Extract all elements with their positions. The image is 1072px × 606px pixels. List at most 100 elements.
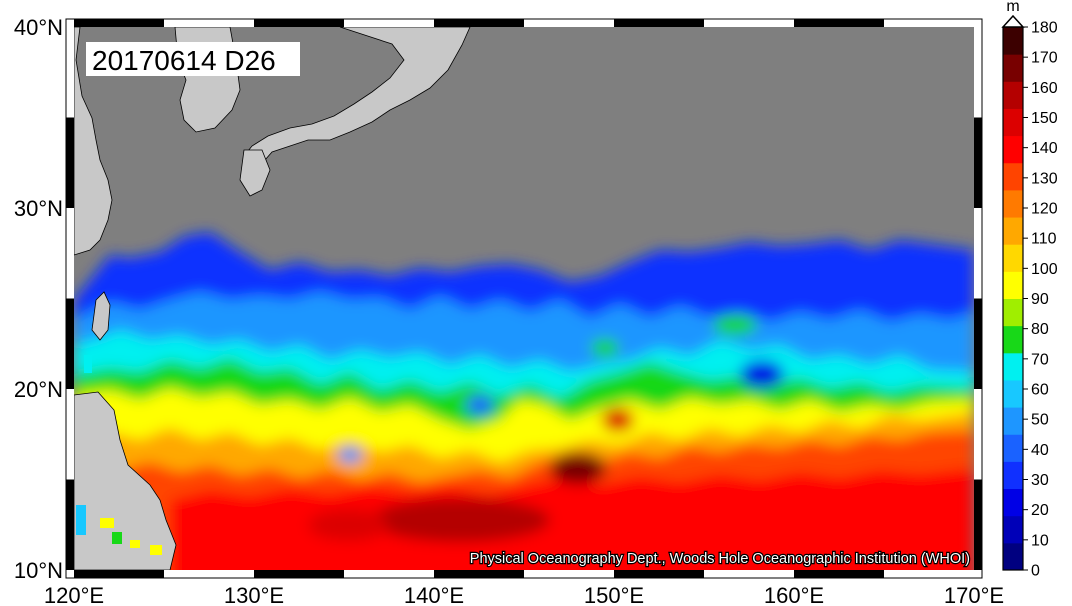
colorbar-tick-label: 160 <box>1031 80 1058 97</box>
colorbar-swatch <box>1003 81 1023 109</box>
frame-segment <box>164 570 254 578</box>
colorbar-tick-label: 60 <box>1031 382 1049 399</box>
colorbar-swatch <box>1003 461 1023 490</box>
lat-tick-label: 10°N <box>14 558 63 583</box>
colorbar-swatch <box>1003 108 1023 137</box>
lon-tick-label: 140°E <box>404 583 464 606</box>
frame-segment <box>164 19 254 27</box>
lon-tick-label: 130°E <box>224 583 284 606</box>
map-area <box>74 27 974 570</box>
kyushu <box>239 149 271 197</box>
yellow-patch <box>338 447 362 463</box>
deep-patch <box>370 498 550 542</box>
frame-segment <box>704 570 794 578</box>
frame-segment <box>74 19 164 27</box>
frame-segment <box>66 117 74 208</box>
colorbar-tick-label: 80 <box>1031 321 1049 338</box>
green-patch <box>713 315 757 335</box>
frame-segment <box>66 27 74 118</box>
colorbar-swatch <box>1003 298 1023 327</box>
frame-segment <box>254 19 344 27</box>
colorbar-tick-label: 70 <box>1031 351 1049 368</box>
map-frame <box>65 18 983 579</box>
lat-tick-label: 20°N <box>14 377 63 402</box>
depth-field <box>74 232 974 570</box>
colorbar-swatch <box>1003 244 1023 272</box>
frame-segment <box>974 389 982 480</box>
shallow-patch <box>466 395 494 415</box>
china-coast <box>74 27 113 256</box>
frame-segment <box>66 479 74 570</box>
colorbar-swatch <box>1003 515 1023 544</box>
colorbar-swatch <box>1003 407 1023 435</box>
colorbar-swatch <box>1003 54 1023 82</box>
colorbar-swatch <box>1003 352 1023 381</box>
lat-tick-label: 30°N <box>14 196 63 221</box>
colorbar-tick-label: 90 <box>1031 291 1049 308</box>
colorbar-tick-label: 140 <box>1031 140 1058 157</box>
colorbar-swatch <box>1003 189 1023 218</box>
deep-patch <box>308 509 388 541</box>
lon-tick-label: 170°E <box>944 583 1004 606</box>
colorbar-swatch <box>1003 434 1023 462</box>
lon-axis-labels: 120°E 130°E 140°E 150°E 160°E 170°E <box>44 583 1004 606</box>
colorbar-tick-label: 30 <box>1031 472 1049 489</box>
frame-segment <box>434 570 524 578</box>
frame-segment <box>704 19 794 27</box>
colorbar-tick-label: 120 <box>1031 201 1058 218</box>
band-150m <box>170 468 974 570</box>
date-label-box <box>86 42 300 76</box>
frame-outline <box>65 18 983 579</box>
lat-tick-label: 40°N <box>14 15 63 40</box>
colorbar-unit: m <box>1006 0 1019 15</box>
colorbar-tick-label: 130 <box>1031 170 1058 187</box>
colorbar-tick-label: 170 <box>1031 50 1058 67</box>
taiwan <box>91 291 111 341</box>
frame-segment <box>344 570 434 578</box>
lon-tick-label: 120°E <box>44 583 104 606</box>
frame-segment <box>974 27 982 118</box>
philippines <box>74 391 177 570</box>
colorbar-tick-label: 150 <box>1031 110 1058 127</box>
frame-segment <box>974 208 982 299</box>
colorbar-top-arrow <box>1001 14 1025 28</box>
lat-axis-labels: 40°N 30°N 20°N 10°N <box>14 15 63 583</box>
colorbar-tick-label: 180 <box>1031 20 1058 37</box>
frame-segment <box>524 570 614 578</box>
frame-segment <box>614 570 704 578</box>
deep-patch <box>602 408 634 432</box>
frame-segment <box>974 298 982 389</box>
frame-segment <box>434 19 524 27</box>
green-patch <box>591 339 619 357</box>
frame-segment <box>254 570 344 578</box>
frame-segment <box>974 479 982 570</box>
colorbar-swatch <box>1003 217 1023 245</box>
colorbar: 0 10 20 30 40 50 60 70 80 90 100 110 120 130 140 150 160… <box>1002 20 1058 580</box>
colorbar-tick-label: 40 <box>1031 442 1049 459</box>
colorbar-swatch <box>1003 135 1023 164</box>
colorbar-swatch <box>1003 325 1023 354</box>
colorbar-tick-label: 110 <box>1031 231 1057 248</box>
colorbar-swatch <box>1003 379 1023 408</box>
frame-segment <box>66 298 74 389</box>
colorbar-tick-label: 50 <box>1031 412 1049 429</box>
deep-patch <box>550 452 606 484</box>
colorbar-tick-label: 0 <box>1031 563 1040 580</box>
frame-segment <box>66 208 74 299</box>
frame-segment <box>794 570 884 578</box>
frame-segment <box>974 117 982 208</box>
shallow-patch <box>740 360 784 388</box>
frame-segment <box>884 19 974 27</box>
frame-segment <box>614 19 704 27</box>
frame-segment <box>524 19 614 27</box>
frame-segment <box>794 19 884 27</box>
date-label: 20170614 D26 <box>92 45 276 76</box>
frame-segment <box>884 570 974 578</box>
colorbar-swatch <box>1003 162 1023 191</box>
colorbar-tick-label: 100 <box>1031 261 1058 278</box>
frame-segment <box>344 19 434 27</box>
lon-tick-label: 160°E <box>764 583 824 606</box>
credit-text: Physical Oceanography Dept., Woods Hole … <box>470 551 970 567</box>
lon-tick-label: 150°E <box>584 583 644 606</box>
